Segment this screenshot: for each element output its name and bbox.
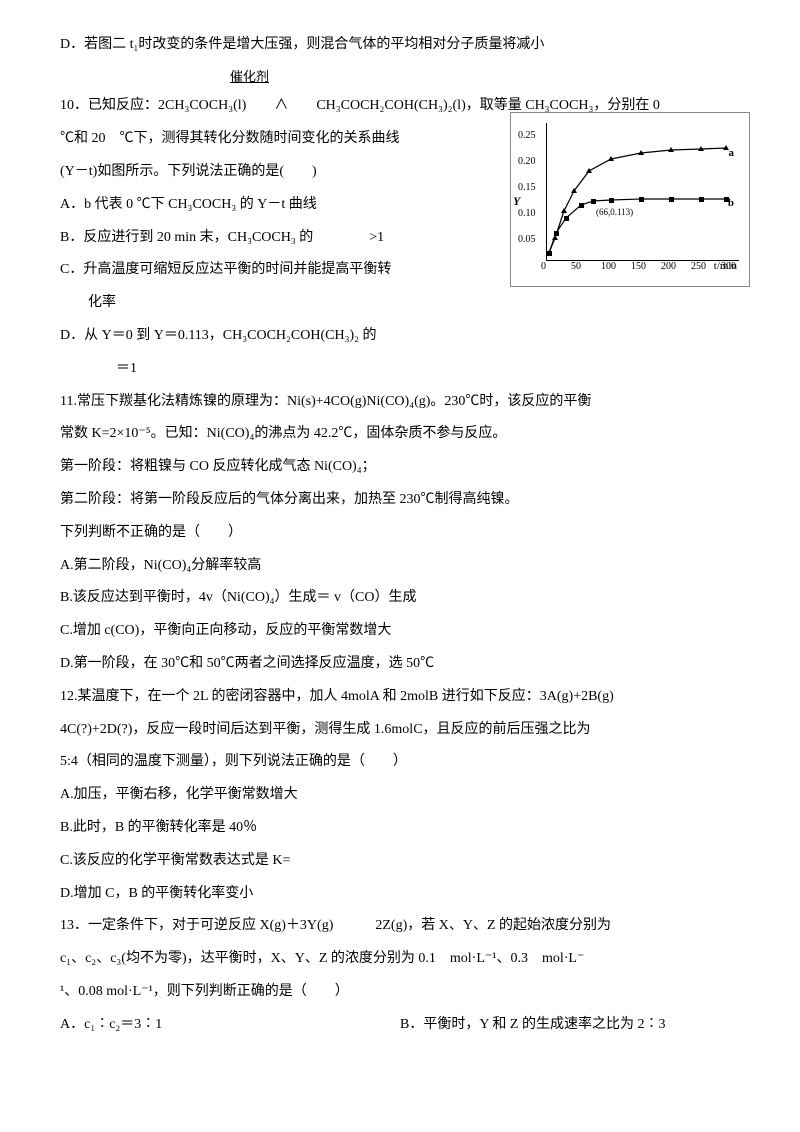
marker-square (579, 203, 584, 208)
y-axis (546, 123, 547, 261)
marker-triangle (586, 168, 592, 173)
q10-option-d2: ＝1 (60, 354, 460, 385)
q13-text-3: ¹、0.08 mol·L⁻¹，则下列判断正确的是（ ） (60, 977, 740, 1008)
marker-triangle (698, 146, 704, 151)
marker-square (609, 198, 614, 203)
q12-text-2: 4C(?)+2D(?)，反应一段时间后达到平衡，测得生成 1.6molC，且反应… (60, 715, 740, 746)
x-tick: 250 (691, 256, 706, 278)
marker-square (591, 199, 596, 204)
q10-option-c2: 化率 (60, 288, 460, 319)
marker-square (699, 197, 704, 202)
chart-q10: Y t/min a b (66,0.113) 0.250.200.150.100… (510, 112, 750, 287)
q12-option-c: C.该反应的化学平衡常数表达式是 K= (60, 846, 740, 877)
marker-triangle (723, 145, 729, 150)
q10-option-d: D．从 Y＝0 到 Y＝0.113，CH₃COCH₂COH(CH₃)₂ 的 (60, 321, 460, 352)
q13-option-a: A．c₁∶c₂＝3∶1 (60, 1010, 400, 1041)
y-tick: 0.20 (518, 151, 536, 173)
marker-square (564, 216, 569, 221)
marker-triangle (561, 208, 567, 213)
x-tick: 0 (541, 256, 546, 278)
curve-b-label: b (728, 191, 734, 215)
marker-triangle (668, 147, 674, 152)
x-tick: 200 (661, 256, 676, 278)
q11-option-c: C.增加 c(CO)，平衡向正向移动，反应的平衡常数增大 (60, 616, 740, 647)
q11-judge: 下列判断不正确的是（ ） (60, 518, 740, 549)
y-tick: 0.15 (518, 177, 536, 199)
q11-phase2: 第二阶段：将第一阶段反应后的气体分离出来，加热至 230℃制得高纯镍。 (60, 485, 740, 516)
q10-text-3: (Y－t)如图所示。下列说法正确的是( ) (60, 157, 460, 188)
q13-text-1: 13．一定条件下，对于可逆反应 X(g)＋3Y(g) 2Z(g)，若 X、Y、Z… (60, 911, 740, 942)
q13-option-b: B．平衡时，Y 和 Z 的生成速率之比为 2∶3 (400, 1010, 740, 1041)
q10-option-c: C．升高温度可缩短反应达平衡的时间并能提高平衡转 (60, 255, 460, 286)
q13-text-2: c₁、c₂、c₃(均不为零)，达平衡时，X、Y、Z 的浓度分别为 0.1 mol… (60, 944, 740, 975)
x-tick: 50 (571, 256, 581, 278)
x-tick: 100 (601, 256, 616, 278)
q11-text-1: 11.常压下羰基化法精炼镍的原理为：Ni(s)+4CO(g)Ni(CO)₄(g)… (60, 387, 740, 418)
q11-option-d: D.第一阶段，在 30℃和 50℃两者之间选择反应温度，选 50℃ (60, 649, 740, 680)
q12-text-3: 5:4（相同的温度下测量），则下列说法正确的是（ ） (60, 747, 740, 778)
q10-option-a: A．b 代表 0 ℃下 CH₃COCH₃ 的 Y－t 曲线 (60, 190, 460, 221)
marker-square (639, 197, 644, 202)
marker-triangle (571, 188, 577, 193)
x-tick: 300 (721, 256, 736, 278)
marker-square (554, 231, 559, 236)
x-tick: 150 (631, 256, 646, 278)
marker-triangle (638, 150, 644, 155)
q10-text-2: ℃和 20 ℃下，测得其转化分数随时间变化的关系曲线 (60, 124, 460, 155)
q11-option-b: B.该反应达到平衡时，4v（Ni(CO)₄）生成＝ v（CO）生成 (60, 583, 740, 614)
q11-option-a: A.第二阶段，Ni(CO)₄分解率较高 (60, 551, 740, 582)
y-tick: 0.05 (518, 229, 536, 251)
marker-triangle (608, 156, 614, 161)
q10-option-b: B．反应进行到 20 min 末，CH₃COCH₃ 的 >1 (60, 223, 460, 254)
point-label: (66,0.113) (596, 203, 633, 223)
q9-option-d: D．若图二 t₁时改变的条件是增大压强，则混合气体的平均相对分子质量将减小 (60, 30, 740, 61)
y-tick: 0.25 (518, 125, 536, 147)
q12-option-b: B.此时，B 的平衡转化率是 40％ (60, 813, 740, 844)
curve-a-label: a (729, 141, 735, 165)
q12-text-1: 12.某温度下，在一个 2L 的密闭容器中，加人 4molA 和 2molB 进… (60, 682, 740, 713)
q11-text-2: 常数 K=2×10⁻⁵。已知：Ni(CO)₄的沸点为 42.2℃，固体杂质不参与… (60, 419, 740, 450)
marker-square (669, 197, 674, 202)
q12-option-a: A.加压，平衡右移，化学平衡常数增大 (60, 780, 740, 811)
q12-option-d: D.增加 C，B 的平衡转化率变小 (60, 879, 740, 910)
marker-square (724, 197, 729, 202)
y-tick: 0.10 (518, 203, 536, 225)
catalyst-label: 催化剂 (230, 63, 740, 92)
q11-phase1: 第一阶段：将粗镍与 CO 反应转化成气态 Ni(CO)₄； (60, 452, 740, 483)
marker-square (547, 251, 552, 256)
